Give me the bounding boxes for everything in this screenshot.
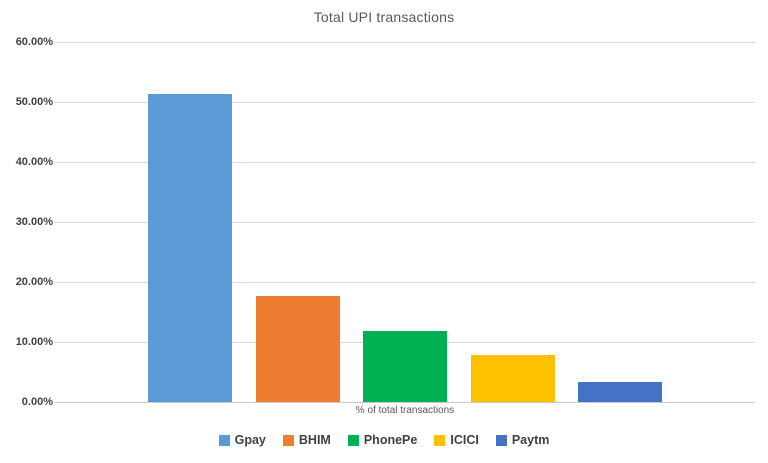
legend-swatch-bhim xyxy=(282,434,294,446)
legend-swatch-phonepe xyxy=(347,434,359,446)
y-axis-labels: 0.00% 10.00% 20.00% 30.00% 40.00% 50.00% 60.00… xyxy=(0,0,53,463)
bar-phonepe xyxy=(363,331,447,402)
chart-title: Total UPI transactions xyxy=(313,9,455,25)
legend-item-gpay: Gpay xyxy=(218,433,266,447)
y-axis-tick-label: 50.00% xyxy=(15,96,53,108)
gridline xyxy=(55,102,755,103)
x-axis-category-label: % of total transactions xyxy=(355,405,455,416)
x-axis-line xyxy=(55,402,755,403)
bar-bhim xyxy=(255,295,340,402)
y-axis-tick-label: 30.00% xyxy=(15,216,53,228)
gridline xyxy=(55,42,755,43)
legend-label: Gpay xyxy=(234,433,266,447)
legend-swatch-icici xyxy=(434,434,446,446)
y-axis-tick-label: 20.00% xyxy=(15,276,53,288)
legend-item-phonepe: PhonePe xyxy=(347,433,418,447)
gridline xyxy=(55,222,755,223)
legend-item-bhim: BHIM xyxy=(282,433,331,447)
legend-label: BHIM xyxy=(298,433,331,447)
gridline xyxy=(55,282,755,283)
legend: Gpay BHIM PhonePe ICICI Paytm xyxy=(0,433,768,447)
legend-item-paytm: Paytm xyxy=(495,433,550,447)
y-axis-tick-label: 60.00% xyxy=(15,36,53,48)
legend-swatch-paytm xyxy=(495,434,507,446)
bar-icici xyxy=(470,355,555,402)
legend-swatch-gpay xyxy=(218,434,230,446)
y-axis-tick-label: 0.00% xyxy=(21,396,53,408)
plot-area xyxy=(55,42,755,403)
legend-label: ICICI xyxy=(450,433,479,447)
y-axis-tick-label: 40.00% xyxy=(15,156,53,168)
bar-paytm xyxy=(578,382,662,402)
gridline xyxy=(55,162,755,163)
legend-label: Paytm xyxy=(511,433,550,447)
y-axis-tick-label: 10.00% xyxy=(15,336,53,348)
legend-item-icici: ICICI xyxy=(434,433,479,447)
bar-gpay xyxy=(148,94,232,402)
legend-label: PhonePe xyxy=(363,433,418,447)
